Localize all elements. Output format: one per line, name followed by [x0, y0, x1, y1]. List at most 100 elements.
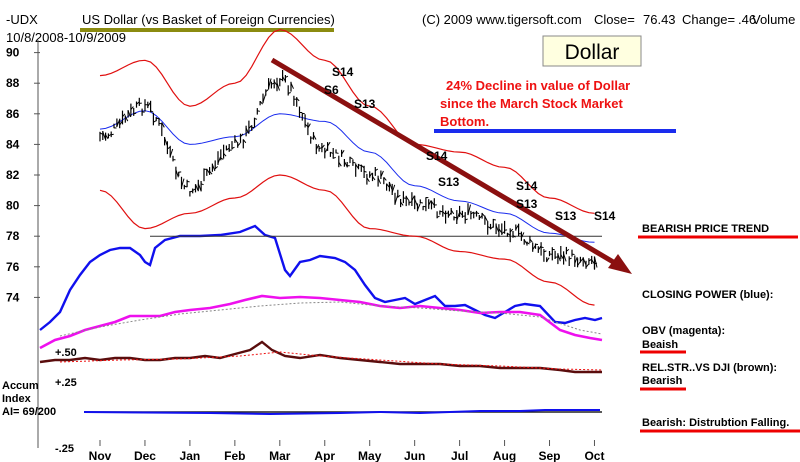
price-bar-close — [532, 245, 536, 250]
price-bar-close — [349, 156, 353, 160]
price-bar-close — [187, 180, 190, 183]
accum-label-line1: Accum — [2, 380, 39, 392]
price-bar-close — [313, 134, 317, 140]
date-range: 10/8/2008-10/9/2009 — [6, 30, 126, 45]
price-bar-close — [411, 195, 415, 202]
price-bar-close — [431, 201, 435, 206]
price-bar-close — [220, 157, 224, 160]
relstr-status: Bearish — [642, 375, 683, 387]
accum-tick-bottom: -.25 — [55, 443, 74, 455]
price-bar-close — [324, 148, 328, 154]
price-bar-close — [315, 144, 320, 150]
price-bar-close — [343, 161, 348, 167]
x-tick-label: Aug — [493, 449, 516, 462]
price-bar-close — [456, 212, 460, 221]
accum-status: Bearish: Distrubtion Falling. — [642, 417, 789, 429]
decline-note-line2: since the March Stock Market — [440, 96, 623, 111]
price-bar-close — [257, 110, 260, 112]
accum-index-line — [83, 409, 600, 416]
price-bar-close — [484, 216, 488, 222]
price-bar-close — [288, 92, 291, 94]
price-bar-close — [153, 120, 157, 123]
price-bar-close — [388, 181, 393, 190]
bearish-trend-arrow — [270, 57, 632, 274]
price-bar-close — [445, 212, 449, 215]
price-bar-close — [259, 100, 263, 105]
price-bar-close — [290, 82, 294, 89]
price-bar-close — [473, 212, 477, 214]
price-bar-close — [248, 125, 252, 129]
price-bar-close — [181, 178, 185, 188]
price-bar-close — [366, 177, 370, 183]
accum-label-line2: Index — [2, 393, 32, 405]
price-bar-close — [122, 113, 126, 118]
price-bar-close — [276, 82, 280, 91]
chart-title: US Dollar (vs Basket of Foreign Currenci… — [82, 12, 335, 27]
price-bar-close — [127, 110, 132, 118]
price-bar-close — [273, 81, 278, 86]
price-bar-close — [119, 121, 123, 126]
price-bar-close — [515, 225, 519, 230]
obv-status: Beaish — [642, 339, 678, 351]
accum-ai-text: AI= 69/200 — [2, 406, 56, 418]
relstr-line — [39, 340, 602, 374]
price-bar-close — [321, 144, 325, 149]
price-bar-close — [206, 168, 210, 174]
price-bar-close — [99, 132, 103, 135]
price-bar-close — [537, 245, 542, 251]
x-tick-label: May — [358, 449, 382, 462]
price-bar-close — [116, 119, 120, 127]
price-bar-close — [594, 262, 598, 265]
y-tick-label: 80 — [6, 199, 20, 213]
x-tick-label: Apr — [314, 449, 335, 462]
price-bar-close — [142, 111, 145, 113]
price-bar-close — [386, 183, 390, 188]
price-bar-close — [240, 133, 244, 137]
signal-label: S14 — [516, 179, 538, 193]
price-bar-close — [282, 76, 286, 82]
price-bar-close — [405, 196, 410, 201]
relstr-moving-average — [59, 351, 603, 371]
price-bar-close — [563, 253, 567, 262]
accum-panel: +.50 +.25 -.25 Accum Index AI= 69/200 — [2, 347, 602, 455]
trend-line — [270, 57, 622, 269]
price-bar-close — [102, 131, 106, 140]
price-bar-close — [341, 150, 345, 155]
price-bar-close — [588, 258, 592, 262]
dollar-badge: Dollar — [565, 41, 620, 64]
price-bar-close — [375, 168, 379, 172]
price-bar-close — [526, 241, 530, 245]
price-bar-close — [195, 184, 199, 191]
price-bar-close — [147, 102, 151, 107]
x-tick-label: Jun — [404, 449, 425, 462]
price-bar-close — [136, 101, 140, 105]
price-bar-close — [495, 225, 500, 232]
price-bar-close — [394, 195, 398, 205]
price-bar-close — [200, 183, 204, 186]
signal-label: S14 — [594, 209, 616, 223]
obv-moving-average — [59, 301, 603, 337]
bearish-trend-label: BEARISH PRICE TREND — [642, 223, 769, 235]
price-bar-close — [372, 176, 376, 181]
signals: S14 S6 S13 S14 S13 S14 S13 S13 S14 — [324, 65, 616, 223]
x-tick-label: Nov — [89, 449, 112, 462]
signal-label: S6 — [324, 83, 339, 97]
accum-tick-mid: +.25 — [55, 377, 77, 389]
price-bar-close — [580, 258, 584, 263]
price-bar-close — [108, 134, 112, 137]
price-bar-close — [459, 211, 463, 216]
y-tick-label: 86 — [6, 107, 20, 121]
price-bar-close — [355, 164, 359, 169]
price-bar-close — [439, 210, 443, 213]
price-bar-close — [330, 151, 334, 154]
signal-label: S13 — [438, 175, 460, 189]
price-bar-close — [262, 94, 266, 103]
price-bar-close — [161, 122, 165, 128]
price-bar-close — [184, 185, 187, 188]
price-bar-close — [169, 148, 174, 157]
price-bar-close — [478, 215, 483, 219]
price-bar-close — [509, 228, 514, 233]
price-bar-close — [523, 239, 528, 244]
price-bar-close — [476, 212, 480, 215]
